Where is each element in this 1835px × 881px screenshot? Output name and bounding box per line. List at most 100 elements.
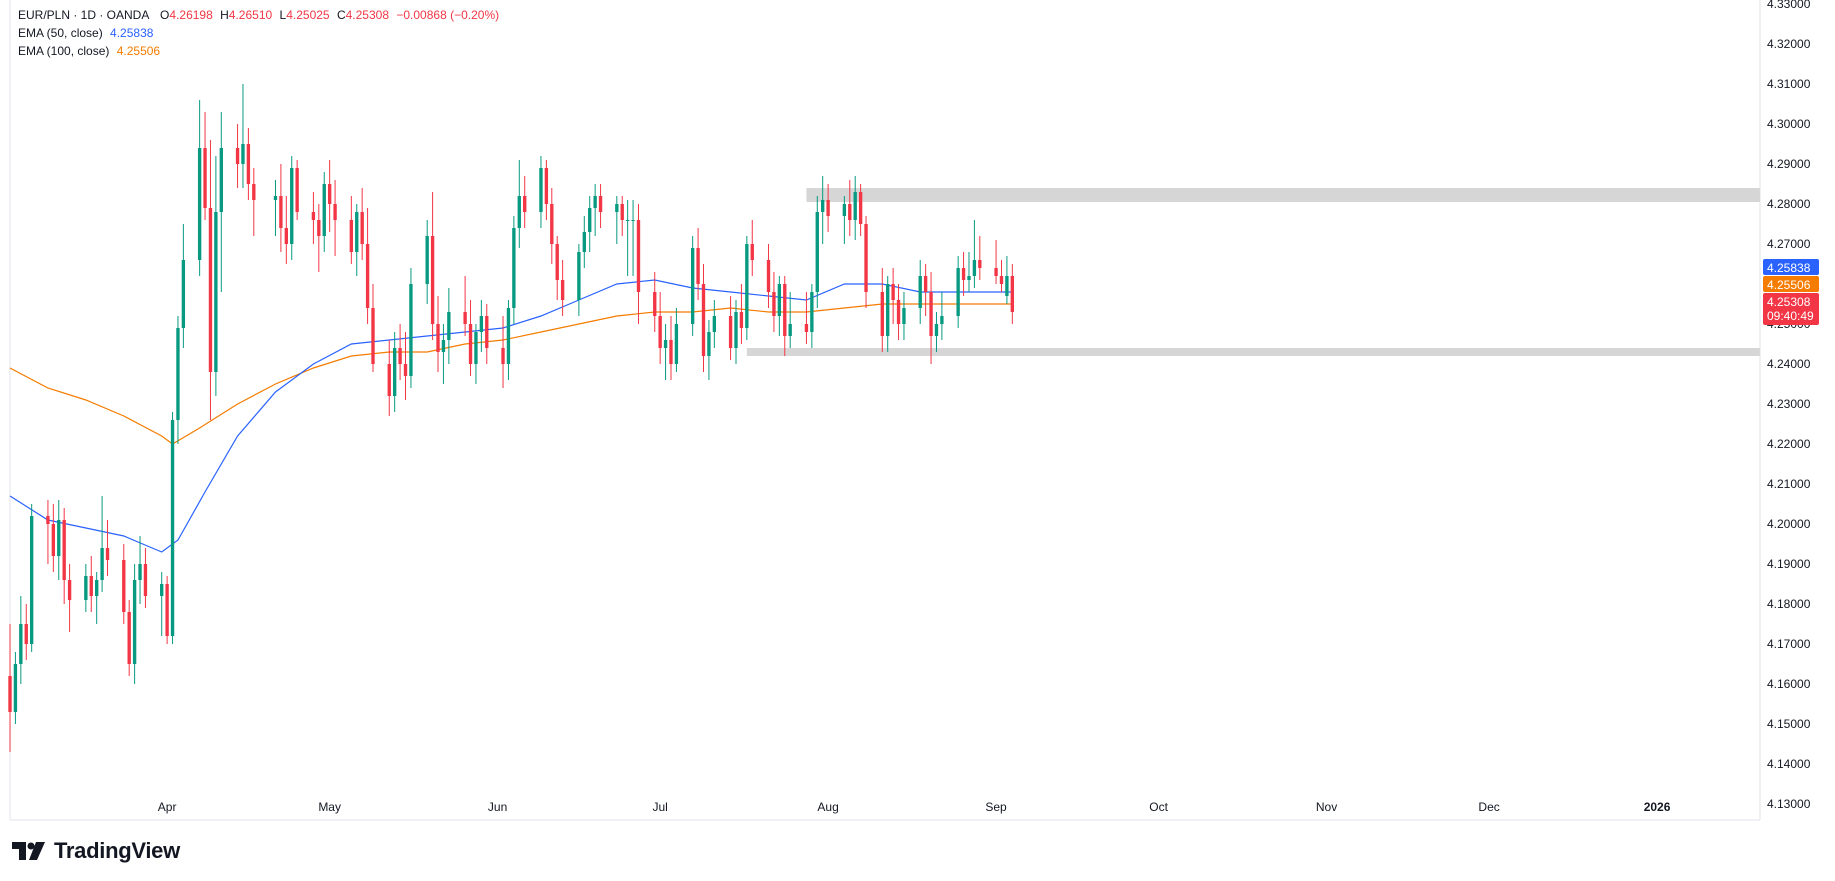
candle-body [636, 220, 641, 292]
candle-body [896, 300, 901, 324]
candle-body [506, 308, 511, 364]
candle-body [203, 148, 207, 208]
price-tick-label: 4.14000 [1767, 757, 1811, 771]
candle [994, 240, 998, 284]
candle-body [327, 184, 332, 204]
tradingview-brand[interactable]: TradingView [12, 838, 180, 864]
candle [100, 496, 104, 592]
candle-body [284, 228, 288, 244]
candle [208, 140, 213, 420]
candle-body [1005, 276, 1009, 296]
candle [923, 264, 928, 316]
candle [19, 596, 23, 684]
candle-body [67, 580, 72, 600]
candle [978, 236, 982, 280]
candle [674, 308, 679, 372]
price-tick-label: 4.17000 [1767, 637, 1811, 651]
candle-body [46, 516, 50, 524]
time-axis[interactable]: Apr May Jun Jul Aug Sep Oct Nov Dec 2026 [158, 800, 1671, 814]
ema100-row[interactable]: EMA (100, close) 4.25506 [18, 42, 499, 60]
candle-body [956, 268, 960, 316]
price-tick-label: 4.30000 [1767, 117, 1811, 131]
candle [750, 220, 754, 276]
ema50-line [9, 279, 1013, 553]
candle [360, 188, 364, 260]
candle [67, 564, 72, 632]
candle-body [669, 340, 673, 364]
candle [663, 324, 668, 380]
candle-body [360, 212, 364, 244]
candle [409, 268, 413, 388]
candle-body [560, 280, 565, 300]
high-label: H [220, 8, 229, 22]
candle [1010, 264, 1015, 324]
candle [961, 252, 966, 296]
candle [999, 260, 1004, 292]
candle-body [13, 664, 18, 712]
candle [523, 176, 527, 228]
candle-body [745, 244, 749, 328]
candle-body [923, 276, 928, 292]
candle-body [365, 244, 370, 308]
candle [918, 260, 922, 324]
candle-body [19, 624, 23, 664]
candle-body [392, 348, 397, 396]
candle-body [463, 312, 467, 324]
close-badge-text: 4.25308 [1767, 295, 1811, 309]
price-axis[interactable]: 4.13000 4.14000 4.15000 4.16000 4.17000 4.180… [1767, 0, 1811, 811]
price-tick-label: 4.15000 [1767, 717, 1811, 731]
candle-body [972, 260, 977, 276]
candle-body [29, 516, 34, 644]
candle [57, 500, 61, 580]
candle [544, 160, 549, 220]
candle [625, 200, 630, 276]
candle-body [8, 676, 12, 712]
candle-body [815, 212, 819, 292]
candle-body [728, 316, 733, 348]
candle [631, 200, 635, 276]
candles-layer [8, 84, 1015, 752]
candle [387, 340, 391, 416]
time-tick-label: Sep [985, 800, 1007, 814]
candle [804, 292, 809, 344]
candle-body [322, 184, 326, 236]
candle-body [127, 612, 131, 664]
ema50-row[interactable]: EMA (50, close) 4.25838 [18, 24, 499, 42]
price-tick-label: 4.13000 [1767, 797, 1811, 811]
candle-body [371, 308, 375, 364]
candle [355, 204, 359, 276]
candle-body [273, 196, 278, 200]
candle-body [696, 248, 700, 284]
candle-body [100, 548, 104, 580]
candle [333, 180, 337, 256]
candle [46, 500, 50, 564]
time-tick-label: 2026 [1644, 800, 1671, 814]
high-value: 4.26510 [228, 8, 273, 22]
candle-body [663, 340, 668, 348]
candle [745, 236, 749, 340]
price-tick-label: 4.21000 [1767, 477, 1811, 491]
candle [788, 292, 792, 348]
price-tick-label: 4.28000 [1767, 197, 1811, 211]
candle-body [555, 244, 559, 280]
candle [214, 156, 218, 396]
candle-body [279, 196, 283, 228]
candle-body [880, 292, 884, 336]
time-tick-label: Jul [652, 800, 667, 814]
candle-body [62, 520, 66, 580]
time-tick-label: May [318, 800, 341, 814]
candle-body [821, 200, 825, 212]
candle [669, 316, 673, 380]
candle [929, 272, 933, 364]
candle [165, 576, 169, 644]
symbol-label[interactable]: EUR/PLN · 1D · OANDA [18, 8, 149, 22]
candle [95, 572, 99, 624]
candle-body [707, 332, 711, 356]
candle [398, 324, 402, 380]
candle-body [777, 284, 782, 316]
candle [707, 320, 711, 380]
candle-body [311, 212, 316, 220]
candle-body [999, 276, 1004, 284]
brand-name: TradingView [54, 838, 180, 863]
